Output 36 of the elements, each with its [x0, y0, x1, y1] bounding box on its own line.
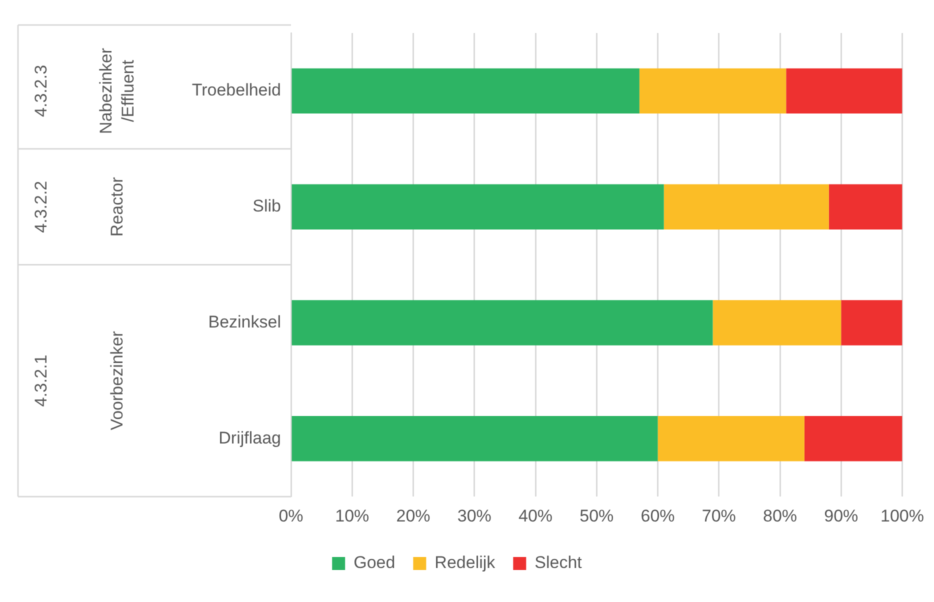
bar [664, 184, 829, 230]
x-tick-label: 10% [335, 506, 370, 526]
y-tick-label: Troebelheid [192, 80, 281, 100]
x-tick-label: 90% [824, 506, 858, 526]
bar [712, 300, 842, 346]
bar [804, 416, 902, 462]
x-tick-label: 40% [518, 506, 553, 526]
bar [658, 416, 804, 462]
x-tick-label: 60% [640, 506, 675, 526]
legend-label: Slecht [534, 553, 582, 572]
bar [292, 68, 640, 114]
bar [292, 184, 664, 230]
x-tick-label: 100% [880, 506, 924, 526]
bar [828, 184, 902, 230]
y-tick-label: Bezinksel [208, 312, 281, 332]
bar [639, 68, 786, 114]
bar [841, 300, 902, 346]
text: 4.3.2.1 [32, 354, 51, 407]
legend-label: Redelijk [434, 553, 496, 572]
x-tick-label: 0% [278, 506, 304, 526]
y-tick-label: Slib [252, 196, 281, 216]
text: 4.3.2.3 [32, 64, 51, 117]
bar [292, 416, 658, 462]
x-tick-label: 20% [396, 506, 430, 526]
x-tick-label: 70% [702, 506, 736, 526]
x-tick-label: 50% [580, 506, 614, 526]
legend-label: Goed [354, 553, 396, 572]
x-tick-label: 80% [762, 506, 798, 526]
y-tick-label: Drijflaag [218, 428, 281, 448]
bar [292, 300, 713, 346]
text: Voorbezinker [108, 330, 127, 430]
text: Nabezinker /Effluent [96, 48, 138, 134]
x-tick-label: 30% [457, 506, 492, 526]
text: 4.3.2.2 [32, 180, 51, 233]
text: Reactor [108, 176, 127, 237]
bar [786, 68, 902, 114]
